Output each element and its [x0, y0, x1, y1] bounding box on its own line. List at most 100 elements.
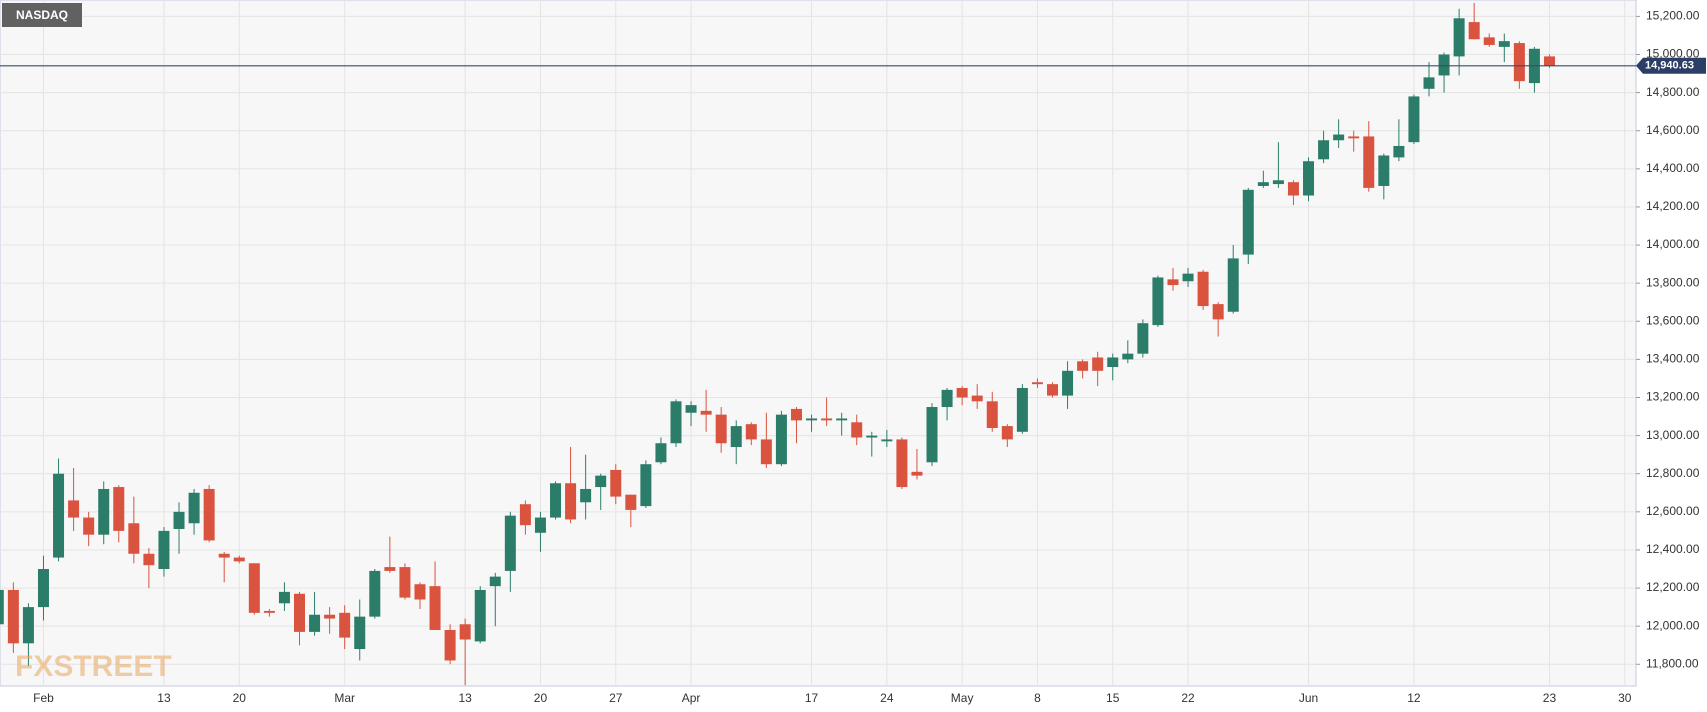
y-tick-label: 14,000.00	[1646, 237, 1700, 251]
y-tick-label: 14,200.00	[1646, 199, 1700, 213]
candle-body	[1001, 426, 1013, 440]
candle-body	[625, 494, 637, 510]
candle-body	[1498, 41, 1510, 47]
candle-body	[233, 557, 245, 562]
candle-body	[339, 612, 351, 638]
last-price-tag	[1636, 57, 1706, 74]
candle-body	[595, 475, 607, 488]
candle-body	[37, 568, 49, 608]
candle-body	[986, 401, 998, 428]
candles	[0, 3, 1555, 686]
candle-body	[1393, 145, 1405, 158]
x-tick-label: 20	[233, 691, 247, 705]
x-tick-label: Mar	[334, 691, 355, 705]
candle-body	[489, 576, 501, 587]
x-tick-label: Apr	[682, 691, 701, 705]
candle-body	[550, 483, 562, 518]
candle-body	[1107, 357, 1119, 368]
y-tick-label: 13,400.00	[1646, 352, 1700, 366]
x-tick-label: 20	[534, 691, 548, 705]
candle-body	[1363, 136, 1375, 188]
candle-body	[474, 589, 486, 642]
candle-body	[1333, 134, 1345, 141]
x-tick-label: 24	[880, 691, 894, 705]
candle-body	[1077, 361, 1089, 371]
y-tick-label: 12,600.00	[1646, 504, 1700, 518]
title-box	[2, 3, 82, 27]
y-tick-label: 14,600.00	[1646, 123, 1700, 137]
candle-body	[83, 517, 95, 535]
x-tick-label: 8	[1034, 691, 1041, 705]
candle-body	[896, 439, 908, 488]
candle-body	[610, 469, 622, 497]
candle-body	[1122, 353, 1134, 360]
candle-body	[760, 439, 772, 465]
x-tick-label: 15	[1106, 691, 1120, 705]
candle-body	[1182, 273, 1194, 282]
candle-body	[1197, 271, 1209, 307]
x-tick-label: 27	[609, 691, 623, 705]
candle-body	[128, 523, 140, 554]
candle-body	[263, 610, 275, 613]
candle-body	[580, 488, 592, 503]
candle-body	[1543, 56, 1555, 66]
y-tick-label: 15,200.00	[1646, 9, 1700, 23]
candle-body	[143, 553, 155, 566]
y-tick-label: 12,000.00	[1646, 618, 1700, 632]
candle-body	[384, 567, 396, 571]
candle-body	[113, 487, 125, 531]
candle-body	[1287, 182, 1299, 196]
candle-body	[0, 589, 4, 625]
candle-body	[1167, 279, 1179, 286]
candle-body	[1092, 357, 1104, 371]
candle-body	[294, 593, 305, 632]
x-tick-label: 23	[1543, 691, 1557, 705]
y-tick-label: 12,200.00	[1646, 580, 1700, 594]
y-tick-label: 12,800.00	[1646, 466, 1700, 480]
candle-body	[1438, 54, 1450, 76]
candle-body	[278, 591, 290, 604]
x-tick-label: Jun	[1299, 691, 1318, 705]
candle-body	[324, 614, 336, 619]
y-tick-label: 14,800.00	[1646, 85, 1700, 99]
candle-body	[369, 570, 381, 617]
candle-body	[715, 414, 727, 444]
candle-body	[1137, 323, 1149, 354]
candle-body	[1318, 140, 1330, 160]
candle-body	[941, 389, 953, 408]
y-tick-label: 11,800.00	[1646, 656, 1699, 670]
x-tick-label: 22	[1181, 691, 1195, 705]
x-tick-label: 30	[1618, 691, 1632, 705]
candle-body	[926, 407, 938, 463]
candle-body	[98, 488, 110, 535]
candle-body	[1408, 96, 1420, 143]
y-tick-label: 13,000.00	[1646, 428, 1700, 442]
candle-body	[504, 515, 516, 571]
candle-body	[1378, 155, 1390, 186]
candle-body	[1016, 387, 1028, 432]
candle-body	[1031, 382, 1043, 385]
x-tick-label: 17	[805, 691, 819, 705]
candle-body	[836, 418, 848, 421]
y-tick-label: 13,800.00	[1646, 275, 1700, 289]
candle-body	[218, 553, 230, 558]
candle-body	[1227, 258, 1239, 312]
x-tick-label: 12	[1407, 691, 1421, 705]
candle-body	[1303, 161, 1315, 196]
watermark: FXSTREET	[15, 650, 172, 683]
candle-body	[971, 395, 983, 402]
candle-body	[1423, 77, 1435, 89]
candle-body	[655, 443, 667, 463]
candle-body	[519, 504, 531, 526]
candle-body	[1242, 189, 1254, 255]
x-tick-label: Feb	[33, 691, 54, 705]
chart-title: NASDAQ	[16, 8, 68, 22]
candle-body	[730, 426, 742, 448]
candle-body	[203, 488, 215, 541]
y-tick-label: 15,000.00	[1646, 47, 1700, 61]
candle-body	[7, 589, 19, 644]
candle-body	[534, 517, 546, 533]
candle-body	[22, 607, 34, 644]
candle-body	[429, 586, 441, 630]
